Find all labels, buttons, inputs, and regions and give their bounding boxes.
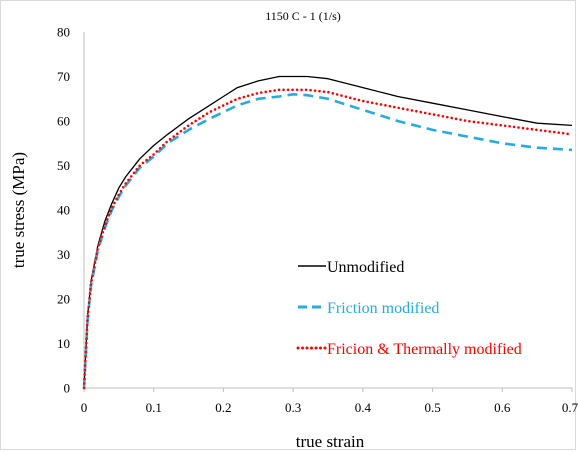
chart-title: 1150 C - 1 (1/s) — [265, 9, 341, 23]
legend-item-friction-thermally-modified: Fricion & Thermally modified — [296, 341, 522, 358]
x-tick-label: 0.4 — [355, 400, 372, 415]
series-lines — [82, 75, 574, 390]
y-tick-label: 70 — [57, 69, 70, 84]
x-tick-label: 0.1 — [146, 400, 162, 415]
y-tick-label: 10 — [57, 336, 70, 351]
x-tick-label: 0.3 — [285, 400, 301, 415]
x-tick-label: 0.7 — [562, 400, 578, 415]
y-tick-label: 30 — [57, 247, 70, 262]
legend: Unmodified Friction modified Fricion & T… — [296, 259, 522, 358]
y-tick-label: 80 — [57, 25, 70, 40]
legend-item-friction-modified: Friction modified — [298, 300, 439, 317]
series-line-unmodified — [83, 75, 573, 389]
y-tick-label: 0 — [64, 381, 71, 396]
x-tick-label: 0.5 — [424, 400, 440, 415]
x-tick-label: 0.6 — [494, 400, 511, 415]
legend-label-friction-modified: Friction modified — [327, 300, 439, 317]
x-tick-label: 0 — [81, 400, 88, 415]
y-axis-label: true stress (MPa) — [9, 152, 28, 268]
legend-item-unmodified: Unmodified — [298, 259, 404, 276]
series-line-fricion-thermally-modified — [82, 88, 574, 390]
x-tick-label: 0.2 — [215, 400, 231, 415]
legend-label-unmodified: Unmodified — [327, 259, 404, 276]
x-tick-labels: 0 0.1 0.2 0.3 0.4 0.5 0.6 0.7 — [81, 388, 578, 415]
y-tick-label: 50 — [57, 158, 70, 173]
y-tick-label: 60 — [57, 114, 70, 129]
x-axis-label: true strain — [296, 432, 365, 451]
y-tick-label: 40 — [57, 203, 70, 218]
legend-label-friction-thermally-modified: Fricion & Thermally modified — [327, 341, 522, 358]
y-tick-labels: 0 10 20 30 40 50 60 70 80 — [57, 25, 70, 396]
series-line-friction-modified — [82, 93, 573, 389]
y-tick-label: 20 — [57, 292, 70, 307]
